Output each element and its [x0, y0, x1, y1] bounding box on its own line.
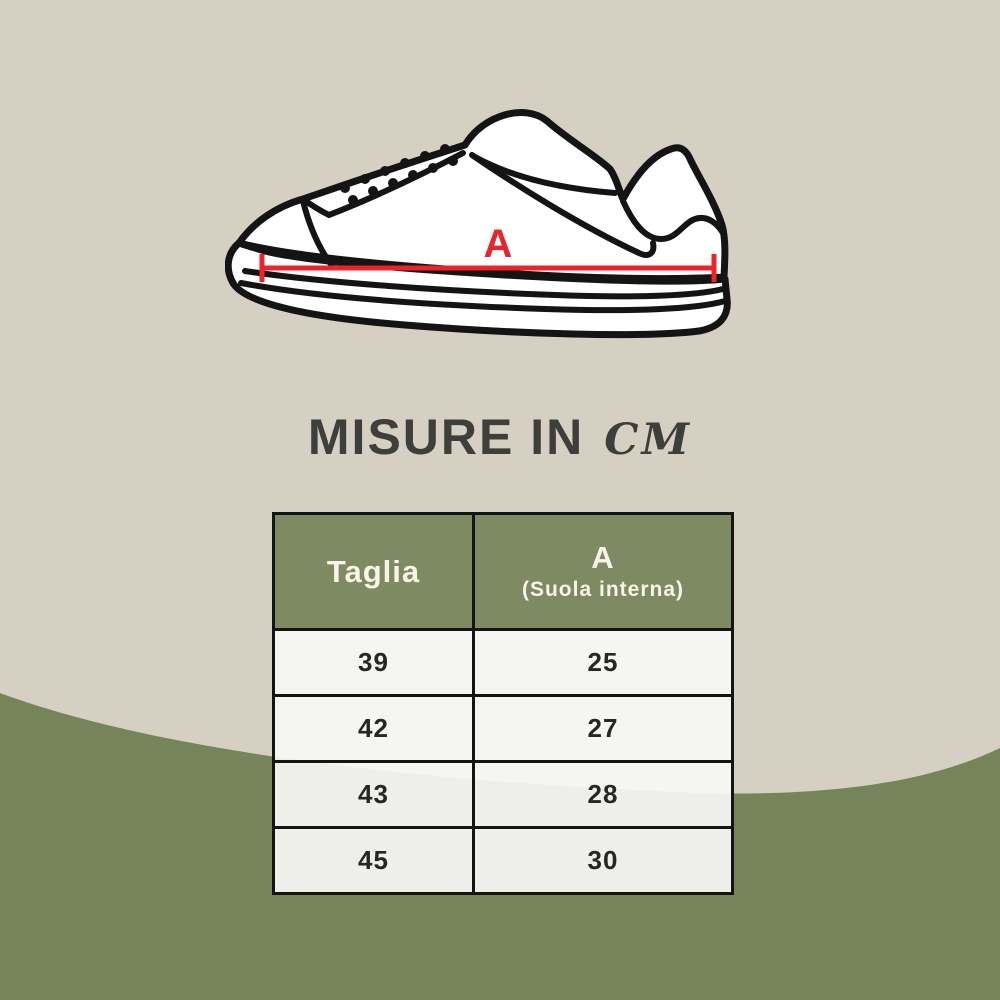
heel-overlay-wave — [620, 198, 726, 242]
header-size-label: Taglia — [326, 553, 421, 589]
size-table: Taglia A (Suola interna) 39 25 42 27 43 … — [272, 512, 734, 895]
insole-cell: 25 — [472, 628, 734, 697]
table-row: 45 30 — [272, 826, 734, 895]
lace-loops — [340, 144, 458, 205]
title-unit: CM — [604, 415, 693, 465]
midsole-stitch-top — [242, 268, 726, 300]
table-row: 43 28 — [272, 760, 734, 829]
measurement-label: A — [484, 222, 513, 266]
page-title: MISURE IN CM — [0, 408, 1000, 466]
insole-cell: 27 — [472, 694, 734, 763]
header-row: Taglia A (Suola interna) — [272, 512, 734, 631]
title-main: MISURE IN — [307, 409, 585, 465]
collar-line — [472, 154, 618, 196]
size-cell: 39 — [272, 628, 475, 697]
header-size: Taglia — [272, 512, 475, 631]
table-row: 39 25 — [272, 628, 734, 697]
header-measure-note: (Suola interna) — [521, 577, 684, 601]
sneaker-diagram: A — [225, 109, 731, 339]
vamp-seam — [300, 198, 336, 270]
size-cell: 43 — [272, 760, 475, 829]
quarter-seam — [469, 152, 657, 258]
table-row: 42 27 — [272, 694, 734, 763]
insole-cell: 30 — [472, 826, 734, 895]
header-measure: A (Suola interna) — [472, 512, 734, 631]
size-cell: 45 — [272, 826, 475, 895]
header-measure-label: A — [591, 540, 615, 576]
size-cell: 42 — [272, 694, 475, 763]
midsole-stitch-bottom — [238, 280, 728, 314]
measurement-line — [259, 254, 717, 282]
insole-cell: 28 — [472, 760, 734, 829]
